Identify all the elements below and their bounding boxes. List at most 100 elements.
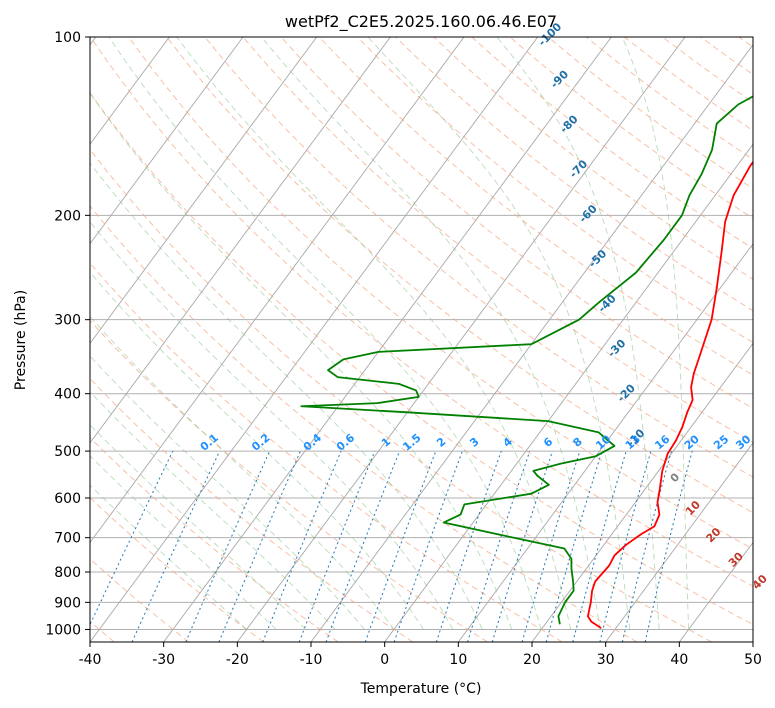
- y-tick-label: 400: [54, 387, 81, 403]
- x-tick-label: -30: [152, 652, 175, 668]
- isotherm-gridline: [752, 641, 753, 642]
- x-tick-label: -10: [300, 652, 323, 668]
- isotherm-gridline: [678, 541, 753, 642]
- dry-adiabat: [128, 37, 753, 550]
- mixing-ratio-label: 30: [733, 432, 753, 452]
- dry-adiabat: [90, 148, 712, 642]
- y-tick-label: 900: [54, 595, 81, 611]
- profile-lines: [300, 95, 753, 629]
- plot-frame: [89, 36, 754, 643]
- mixing-ratio-line: [262, 450, 342, 642]
- mixing-ratio-label: 0.2: [249, 431, 272, 453]
- dry-adiabat-label: 10: [683, 498, 703, 518]
- x-tick-label: 10: [449, 652, 467, 668]
- mixing-ratio-line: [131, 450, 221, 642]
- mixing-ratio-label: 1.5: [400, 431, 423, 453]
- mixing-ratio-line: [90, 450, 174, 626]
- dry-adiabat-label: 0: [668, 470, 683, 485]
- isotherm-gridline: [90, 37, 170, 146]
- dry-adiabat-label: -90: [548, 68, 571, 91]
- isotherm-gridline: [163, 37, 612, 642]
- isotherm-gridline: [90, 37, 465, 544]
- dry-adiabat: [547, 37, 753, 190]
- x-tick-label: -20: [226, 652, 249, 668]
- mixing-ratio-label: 0.4: [301, 431, 325, 454]
- mixing-ratio-label: 3: [467, 435, 481, 450]
- y-tick-label: 700: [54, 531, 81, 547]
- x-tick-label: -40: [79, 652, 102, 668]
- dry-adiabat: [738, 37, 753, 48]
- mixing-ratio-line: [185, 450, 271, 642]
- moist-adiabat: [621, 37, 690, 630]
- dry-adiabat-label: -40: [596, 292, 619, 315]
- dry-adiabat: [90, 496, 264, 642]
- moist-adiabat: [176, 37, 572, 630]
- dry-adiabat-label: 20: [704, 525, 724, 545]
- mixing-ratio-line: [599, 450, 652, 642]
- mixing-ratio-line: [545, 450, 603, 642]
- isotherm-gridline: [90, 37, 244, 245]
- moist-adiabat: [90, 355, 365, 630]
- dry-adiabat: [318, 37, 753, 376]
- dry-adiabat: [166, 37, 753, 514]
- mixing-ratio-label: 0.6: [334, 431, 358, 454]
- mixing-ratio-line: [364, 450, 437, 642]
- y-tick-label: 1000: [45, 622, 81, 638]
- isotherm-gridline: [236, 37, 686, 642]
- axes: -40 -30 -20 -10 0 10 20 30 40 5010020030040050060…: [45, 30, 762, 668]
- dry-adiabat-label: -80: [557, 112, 580, 135]
- isotherm-gridline: [90, 37, 391, 444]
- y-tick-label: 300: [54, 313, 81, 329]
- isotherm-gridline: [90, 37, 539, 642]
- isotherm-gridline: [384, 143, 753, 642]
- dry-adiabat: [662, 37, 753, 104]
- moist-adiabat: [108, 37, 542, 630]
- x-tick-label: 50: [744, 652, 762, 668]
- mixing-ratio-label: 6: [541, 435, 555, 450]
- isotherm-gridline: [310, 43, 753, 642]
- moist-adiabat: [90, 221, 454, 630]
- dry-adiabat: [90, 37, 753, 587]
- dry-adiabat: [90, 319, 488, 642]
- dry-adiabat: [433, 37, 753, 280]
- y-tick-label: 800: [54, 565, 81, 581]
- dewpoint-profile: [300, 95, 753, 625]
- moist-adiabat: [90, 92, 513, 630]
- dry-adiabat-label: -50: [586, 247, 609, 270]
- mixing-ratio-label: 25: [711, 433, 731, 453]
- dry-adiabat: [90, 205, 638, 642]
- dry-adiabat-label: -30: [605, 337, 628, 360]
- x-tick-label: 20: [523, 652, 541, 668]
- mixing-ratio-line: [621, 450, 672, 642]
- dry-adiabat: [90, 436, 339, 642]
- dry-adiabat-label: -60: [577, 202, 600, 225]
- moist-adiabat: [90, 315, 395, 630]
- y-tick-label: 500: [54, 444, 81, 460]
- mixing-ratio-line: [393, 450, 463, 642]
- moist-adiabat: [496, 37, 660, 630]
- moist-adiabat: [90, 455, 277, 630]
- y-tick-label: 100: [54, 30, 81, 46]
- moist-adiabat: [367, 37, 631, 630]
- dry-adiabat: [280, 37, 753, 409]
- moist-adiabat: [90, 271, 424, 630]
- y-tick-label: 200: [54, 208, 81, 224]
- dry-adiabat: [395, 37, 753, 312]
- moist-adiabat: [90, 484, 247, 630]
- y-axis-label: Pressure (hPa): [13, 290, 29, 390]
- mixing-ratio-line: [467, 450, 531, 642]
- dry-adiabat: [471, 37, 753, 250]
- mixing-ratio-label: 10: [593, 432, 613, 452]
- dry-adiabat: [90, 262, 563, 642]
- mixing-ratio-label: 8: [571, 435, 585, 450]
- mixing-ratio-line: [435, 450, 502, 642]
- isotherm-gridline: [90, 37, 318, 345]
- mixing-ratio-line: [521, 450, 581, 642]
- dry-adiabat: [623, 37, 753, 132]
- mixing-ratio-label: 2: [434, 435, 448, 450]
- dry-adiabat-label: -20: [615, 381, 638, 404]
- dry-adiabat-label: 30: [726, 549, 746, 569]
- moist-adiabat: [90, 424, 306, 630]
